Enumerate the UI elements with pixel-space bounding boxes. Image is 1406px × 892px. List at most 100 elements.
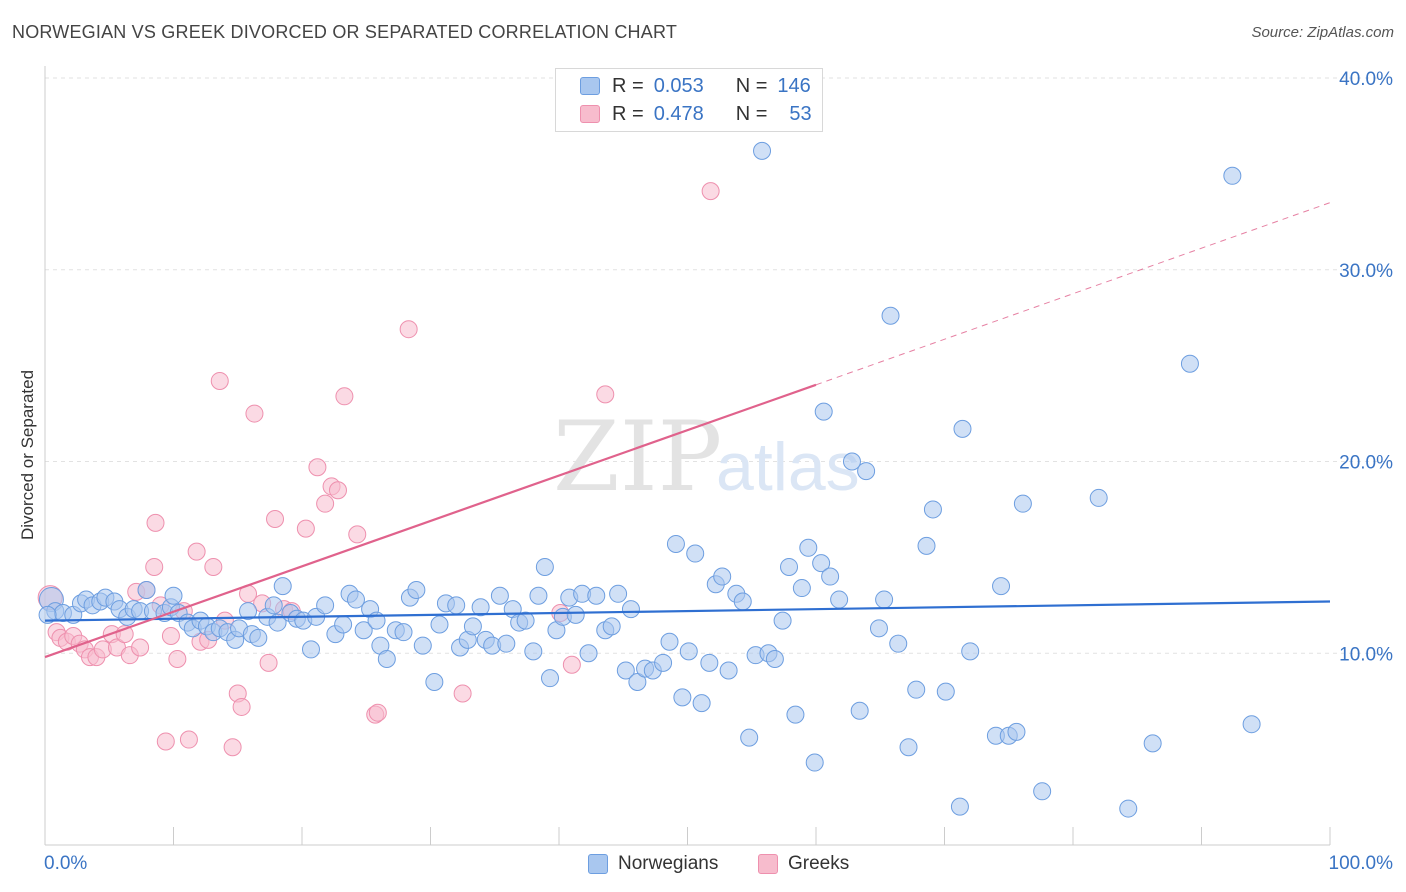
norwegian-point (1089, 488, 1108, 507)
greek-trend-line (44, 383, 817, 659)
norwegian-point (164, 586, 183, 605)
norwegian-point (407, 580, 426, 599)
norwegian-point (430, 615, 449, 634)
norwegian-trend-line (44, 600, 1331, 622)
watermark-zip: ZIP (553, 401, 722, 513)
norwegian-point (700, 653, 719, 672)
source-label: Source: ZipAtlas.com (1251, 24, 1394, 41)
norwegian-point (535, 557, 554, 576)
norwegian-point (497, 634, 516, 653)
y-axis-label: Divorced or Separated (18, 370, 37, 540)
norwegian-point (679, 642, 698, 661)
norwegian-point (609, 584, 628, 603)
norwegian-point (301, 640, 320, 659)
greek-point (596, 385, 615, 404)
norwegian-point (812, 554, 831, 573)
norwegian-point (961, 642, 980, 661)
legend-row-greeks: R = 0.478 N = 53 (580, 102, 812, 126)
norwegian-point (394, 623, 413, 642)
norwegian-point (334, 615, 353, 634)
norwegian-point (316, 596, 335, 615)
norwegian-point (881, 306, 900, 325)
norwegian-point (799, 538, 818, 557)
greek-point (308, 458, 327, 477)
greek-point (146, 513, 165, 532)
norwegian-point (992, 577, 1011, 596)
norwegian-point (354, 621, 373, 640)
greek-point (266, 510, 285, 529)
norwegian-point (869, 619, 888, 638)
norwegian-point (907, 680, 926, 699)
norwegian-point (821, 567, 840, 586)
greek-point (161, 626, 180, 645)
x-tick-label-max: 100.0% (1329, 853, 1394, 874)
greek-trend-extension (815, 202, 1331, 386)
norwegian-point (830, 590, 849, 609)
greek-swatch (580, 105, 600, 123)
correlation-legend: R = 0.053 N = 146 R = 0.478 N = 53 (555, 68, 823, 132)
norwegian-point (792, 579, 811, 598)
norwegian-point (566, 605, 585, 624)
norwegian-point (686, 544, 705, 563)
chart-title: NORWEGIAN VS GREEK DIVORCED OR SEPARATED… (12, 22, 678, 42)
norwegian-point (733, 592, 752, 611)
norwegian-point (447, 596, 466, 615)
norwegian-swatch (588, 854, 608, 874)
greek-swatch (758, 854, 778, 874)
norwegian-point (377, 650, 396, 669)
legend-r-label: R = (612, 102, 644, 125)
greek-point (335, 387, 354, 406)
norwegian-swatch (580, 77, 600, 95)
greek-point (179, 730, 198, 749)
greek-point (187, 542, 206, 561)
legend-n-value: 146 (777, 74, 811, 97)
norwegian-point (249, 628, 268, 647)
norwegian-point (1223, 166, 1242, 185)
norwegian-point (842, 452, 861, 471)
greek-point (204, 557, 223, 576)
x-tick-label-min: 0.0% (44, 853, 87, 874)
greek-point (156, 732, 175, 751)
norwegian-point (38, 605, 57, 624)
norwegian-point (587, 586, 606, 605)
y-tick-label: 20.0% (1339, 453, 1393, 474)
norwegian-point (621, 600, 640, 619)
norwegian-point (264, 596, 283, 615)
greek-point (223, 738, 242, 757)
norwegian-point (616, 661, 635, 680)
greek-point (453, 684, 472, 703)
greek-point (562, 655, 581, 674)
norwegian-point (516, 611, 535, 630)
norwegian-point (673, 688, 692, 707)
norwegian-point (1033, 782, 1052, 801)
greek-point (348, 525, 367, 544)
norwegian-point (579, 644, 598, 663)
norwegian-point (239, 602, 258, 621)
greek-point (399, 320, 418, 339)
legend-n-label: N = (735, 102, 768, 125)
legend-row-norwegians: R = 0.053 N = 146 (580, 74, 811, 98)
greek-point (701, 182, 720, 201)
norwegian-point (850, 701, 869, 720)
norwegian-point (1180, 354, 1199, 373)
norwegian-point (875, 590, 894, 609)
watermark-atlas: atlas (716, 429, 860, 505)
norwegian-point (273, 577, 292, 596)
norwegian-point (719, 661, 738, 680)
bottom-legend-label: Norwegians (618, 853, 719, 874)
norwegian-point (463, 617, 482, 636)
y-tick-label: 10.0% (1339, 644, 1393, 665)
norwegian-point (950, 797, 969, 816)
norwegian-point (917, 536, 936, 555)
norwegian-point (413, 636, 432, 655)
norwegian-point (786, 705, 805, 724)
norwegian-point (936, 682, 955, 701)
greek-point (232, 697, 251, 716)
norwegian-point (899, 738, 918, 757)
norwegian-point (953, 419, 972, 438)
norwegian-point (654, 653, 673, 672)
norwegian-point (137, 580, 156, 599)
bottom-legend-greeks: Greeks (758, 852, 849, 876)
greek-point (131, 638, 150, 657)
